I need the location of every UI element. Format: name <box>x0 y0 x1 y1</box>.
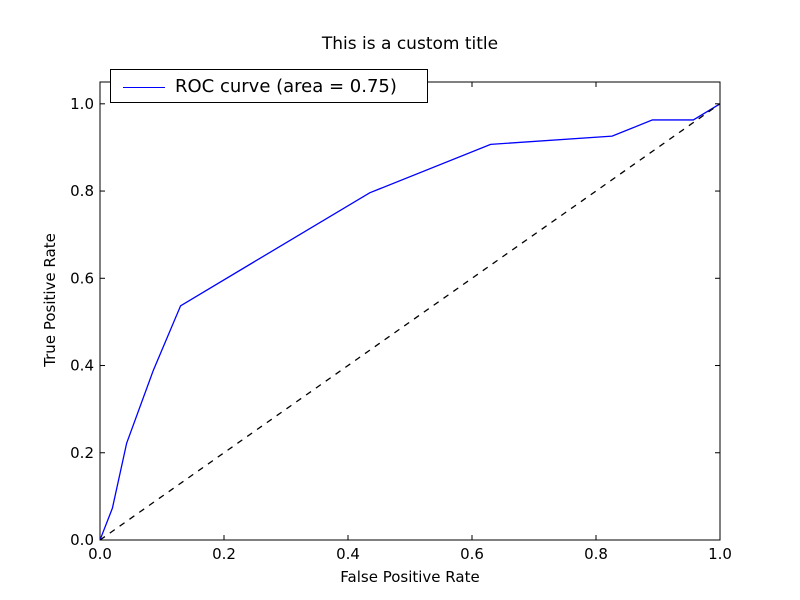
y-tick-label: 0.8 <box>70 182 94 200</box>
legend: ROC curve (area = 0.75) <box>110 69 428 103</box>
chart-title: This is a custom title <box>321 34 499 54</box>
x-tick-label: 0.4 <box>336 545 360 563</box>
legend-label: ROC curve (area = 0.75) <box>175 76 397 97</box>
x-tick-label: 0.6 <box>460 545 484 563</box>
y-axis-label: True Positive Rate <box>41 233 59 367</box>
x-tick-label: 0.8 <box>584 545 608 563</box>
y-tick-label: 0.6 <box>70 269 94 287</box>
x-tick-label: 0.0 <box>88 545 112 563</box>
y-tick-label: 0.0 <box>70 531 94 549</box>
legend-swatch-line <box>123 87 165 88</box>
chance-diagonal-line <box>100 103 720 540</box>
roc-curve-line <box>100 103 720 540</box>
axes-frame <box>99 81 721 541</box>
y-tick-label: 0.2 <box>70 444 94 462</box>
x-tick-label: 1.0 <box>708 545 732 563</box>
y-tick-label: 1.0 <box>70 95 94 113</box>
x-tick-label: 0.2 <box>212 545 236 563</box>
y-tick-label: 0.4 <box>70 357 94 375</box>
x-axis-label: False Positive Rate <box>340 568 480 586</box>
